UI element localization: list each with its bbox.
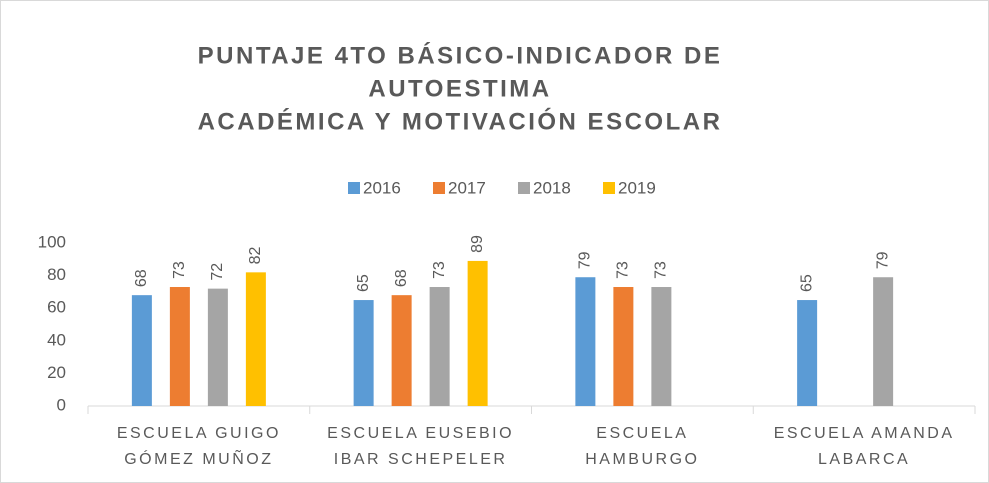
x-tick-label: ESCUELA EUSEBIO — [327, 425, 514, 442]
chart-title: AUTOESTIMA — [368, 75, 551, 102]
bar — [613, 287, 634, 406]
chart-title: PUNTAJE 4TO BÁSICO-INDICADOR DE — [198, 41, 723, 69]
data-label: 73 — [653, 261, 670, 279]
data-label: 79 — [577, 251, 594, 269]
x-tick-label: ESCUELA — [596, 425, 688, 442]
bar — [429, 287, 450, 406]
data-label: 72 — [209, 263, 226, 281]
data-label: 73 — [431, 261, 448, 279]
bar — [131, 295, 152, 406]
y-tick-label: 20 — [47, 363, 66, 382]
data-label: 73 — [615, 261, 632, 279]
bar — [467, 260, 488, 406]
legend-swatch — [603, 182, 615, 194]
bar — [169, 287, 190, 406]
bar — [207, 288, 228, 406]
bar — [651, 287, 672, 406]
chart-title: ACADÉMICA Y MOTIVACIÓN ESCOLAR — [198, 107, 723, 135]
x-tick-label: ESCUELA GUIGO — [117, 425, 281, 442]
x-tick-label: IBAR SCHEPELER — [334, 451, 508, 468]
x-tick-label: GÓMEZ MUÑOZ — [124, 448, 273, 468]
y-tick-label: 0 — [57, 395, 66, 414]
x-tick-label: ESCUELA AMANDA — [774, 425, 955, 442]
legend-label: 2016 — [363, 178, 401, 197]
legend-swatch — [518, 182, 530, 194]
data-label: 73 — [171, 261, 188, 279]
data-label: 65 — [798, 274, 815, 292]
y-tick-label: 40 — [47, 330, 66, 349]
bar — [245, 272, 266, 406]
y-tick-label: 60 — [47, 298, 66, 317]
bar — [797, 300, 818, 406]
legend-swatch — [348, 182, 360, 194]
y-tick-label: 100 — [38, 232, 66, 251]
legend-label: 2017 — [448, 178, 486, 197]
x-tick-label: HAMBURGO — [585, 451, 699, 468]
data-label: 89 — [469, 235, 486, 253]
legend-swatch — [433, 182, 445, 194]
data-label: 79 — [874, 251, 891, 269]
bar — [575, 277, 596, 406]
data-label: 65 — [355, 274, 372, 292]
x-tick-label: LABARCA — [818, 451, 910, 468]
bar — [353, 300, 374, 406]
data-label: 82 — [247, 246, 264, 264]
data-label: 68 — [393, 269, 410, 287]
bar — [873, 277, 894, 406]
legend-label: 2019 — [618, 178, 656, 197]
legend-label: 2018 — [533, 178, 571, 197]
bar — [391, 295, 412, 406]
y-tick-label: 80 — [47, 265, 66, 284]
data-label: 68 — [133, 269, 150, 287]
